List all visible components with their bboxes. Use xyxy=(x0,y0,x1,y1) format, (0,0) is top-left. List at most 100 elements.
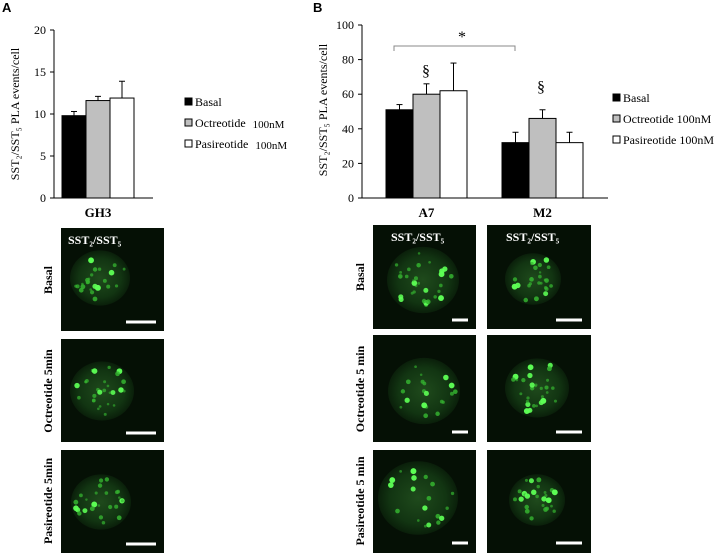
legend-b-swatch-basal xyxy=(612,93,621,102)
legend-b-label-octreotide: Octreotide 100nM xyxy=(623,112,712,126)
pla-dot xyxy=(551,489,558,496)
pla-dot xyxy=(443,374,449,381)
pla-dot xyxy=(512,277,518,282)
chartB-tick-label: 20 xyxy=(342,156,354,170)
pla-dot xyxy=(106,384,110,388)
legend-b-swatch-octreotide xyxy=(612,114,621,123)
section-mark-a7: § xyxy=(422,63,430,80)
pla-dot xyxy=(97,389,103,395)
chart-b-y-axis-title: SST₂/SST₅ PLA events/cell xyxy=(316,43,330,176)
micrograph-a-title: SST₂/SST₅ xyxy=(68,233,122,247)
micrograph-b-row-pasireotide: Pasireotide 5 min xyxy=(353,456,367,545)
legend-b-swatch-pasireotide xyxy=(612,135,621,144)
pla-dot xyxy=(92,393,97,398)
pla-dot xyxy=(551,386,555,390)
pla-dot xyxy=(97,407,100,411)
panel-letter-b: B xyxy=(313,0,322,15)
pla-dot xyxy=(74,382,80,389)
pla-dot xyxy=(423,413,429,419)
pla-dot xyxy=(550,504,553,508)
pla-dot xyxy=(545,497,552,504)
pla-dot xyxy=(114,504,119,509)
pla-dot xyxy=(88,257,94,264)
pla-dot xyxy=(515,282,521,289)
pla-dot xyxy=(122,267,126,271)
pla-dot xyxy=(91,368,98,374)
pla-dot xyxy=(526,396,530,400)
legend-label-octreotide-name: Octreotide xyxy=(195,116,246,130)
pla-dot xyxy=(531,489,537,496)
pla-dot xyxy=(423,524,427,528)
legend-b-label-pasireotide: Pasireotide 100nM xyxy=(623,133,714,147)
pla-dot xyxy=(518,496,524,502)
pla-dot xyxy=(102,278,107,283)
chart-b: SST₂/SST₅ PLA events/cell 0 20 40 60 80 100 A… xyxy=(316,18,714,220)
pla-dot xyxy=(540,395,544,399)
pla-dot xyxy=(436,520,441,525)
pla-dot xyxy=(92,296,98,302)
pla-dot xyxy=(423,287,429,293)
pla-dot xyxy=(91,399,96,403)
fluorescent-cell xyxy=(71,474,131,530)
fluorescent-cell xyxy=(505,358,569,418)
pla-dot xyxy=(539,386,543,390)
pla-dot xyxy=(78,287,84,293)
pla-dot xyxy=(426,522,432,528)
pla-dot xyxy=(527,283,531,288)
pla-dot xyxy=(91,501,98,508)
pla-dot xyxy=(545,391,549,394)
legend-swatch-octreotide xyxy=(184,118,193,127)
pla-dot xyxy=(85,378,89,383)
pla-dot xyxy=(400,389,406,394)
pla-dot xyxy=(535,494,539,499)
pla-dot xyxy=(422,381,427,386)
pla-dot xyxy=(407,267,411,272)
bar-pasireotide-m2 xyxy=(555,142,584,199)
pla-dot xyxy=(114,284,119,288)
pla-dot xyxy=(120,499,124,503)
pla-dot xyxy=(122,389,126,393)
pla-dot xyxy=(543,278,547,282)
bar-basal-a7 xyxy=(385,109,414,199)
pla-dot xyxy=(524,504,529,510)
pla-dot xyxy=(102,388,107,393)
pla-dot xyxy=(428,260,431,264)
pla-dot xyxy=(121,379,126,385)
pla-dot xyxy=(118,496,121,499)
pla-dot xyxy=(97,504,101,507)
pla-dot xyxy=(85,498,88,501)
pla-dot xyxy=(388,482,394,489)
pla-dot xyxy=(448,382,455,389)
pla-dot xyxy=(546,378,550,382)
pla-dot xyxy=(421,402,428,409)
micrograph-b-title-m2: SST₂/SST₅ xyxy=(506,230,560,244)
pla-dot xyxy=(448,273,454,279)
chart-a-y-axis-title: SST₂/SST₅ PLA events/cell xyxy=(8,47,22,180)
pla-dot xyxy=(89,290,95,295)
chartB-tick-label: 80 xyxy=(342,53,354,67)
pla-dot xyxy=(544,494,548,498)
pla-dot xyxy=(422,505,428,511)
pla-dot xyxy=(543,491,547,494)
chartB-tick-label: 60 xyxy=(342,87,354,101)
pla-dot xyxy=(538,400,544,406)
pla-dot xyxy=(450,491,455,496)
pla-dot xyxy=(539,281,543,285)
chartB-tick-label: 100 xyxy=(336,18,354,32)
chart-a: SST₂/SST₅ PLA events/cell 0 5 10 15 20 GH3 B… xyxy=(8,23,287,220)
pla-dot xyxy=(106,284,111,289)
pla-dot xyxy=(439,283,443,288)
panel-letter-a: A xyxy=(2,0,12,15)
pla-dot xyxy=(405,379,411,385)
pla-dot xyxy=(79,493,83,498)
pla-dot xyxy=(528,478,534,484)
pla-dot xyxy=(103,412,107,416)
pla-dot xyxy=(416,262,421,268)
pla-dot xyxy=(535,404,538,408)
pla-dot xyxy=(433,295,437,299)
pla-dot xyxy=(538,271,542,274)
chartA-tick-label: 20 xyxy=(34,23,46,37)
pla-dot xyxy=(449,391,454,396)
pla-dot xyxy=(118,387,124,393)
